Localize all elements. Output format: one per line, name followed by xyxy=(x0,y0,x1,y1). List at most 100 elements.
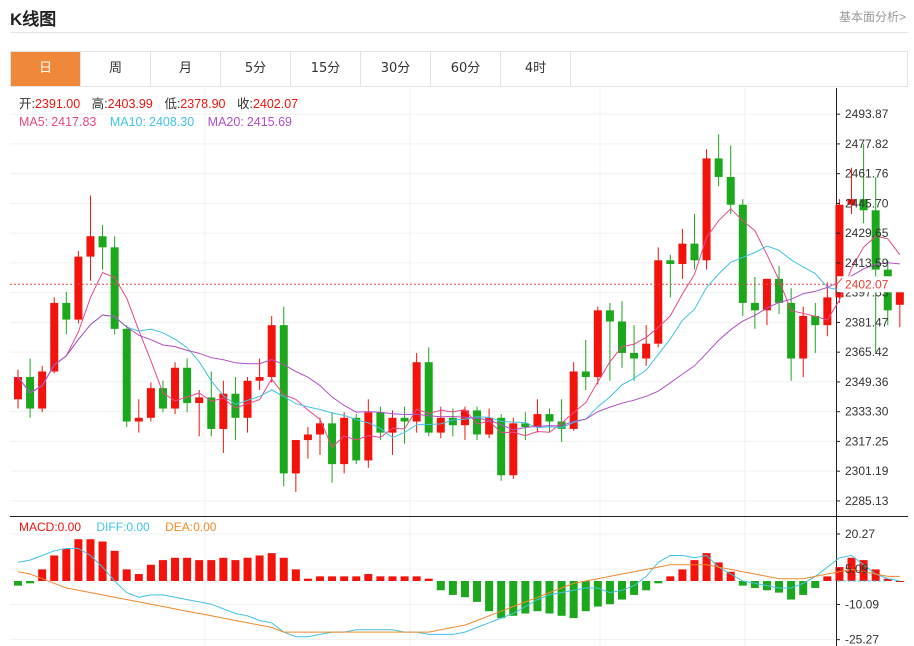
candle-body xyxy=(448,417,457,426)
kline-chart[interactable]: 2493.87 2477.82 2461.76 2445.70 2429.65 2413.… xyxy=(10,88,908,646)
tab-month[interactable]: 月 xyxy=(151,52,221,86)
candle-body xyxy=(569,371,578,429)
tab-day[interactable]: 日 xyxy=(11,52,81,86)
candle-body xyxy=(847,199,856,205)
price-tick-label: 2461.76 xyxy=(845,167,889,181)
dea-value: 0.00 xyxy=(193,520,217,534)
macd-bar xyxy=(581,581,590,612)
kline-svg: 2493.87 2477.82 2461.76 2445.70 2429.65 2413.… xyxy=(10,88,908,646)
tab-15min[interactable]: 15分 xyxy=(291,52,361,86)
candle-body xyxy=(630,352,639,359)
macd-bar xyxy=(364,574,373,581)
candle-body xyxy=(473,410,482,435)
macd-bar xyxy=(642,581,651,591)
candle-body xyxy=(219,393,228,429)
macd-bar xyxy=(726,571,735,581)
candle-body xyxy=(557,421,566,429)
candle-body xyxy=(775,278,784,303)
macd-bar xyxy=(328,576,337,581)
tab-5min[interactable]: 5分 xyxy=(221,52,291,86)
price-tick-label: 2349.36 xyxy=(845,375,889,389)
chart-grid xyxy=(10,88,908,646)
macd-bar xyxy=(883,578,892,581)
macd-bar xyxy=(460,581,469,598)
candle-body xyxy=(533,414,542,428)
macd-bar xyxy=(291,569,300,581)
candle-body xyxy=(799,315,808,359)
close-label: 收: xyxy=(237,97,253,111)
candle-body xyxy=(195,397,204,403)
candle-body xyxy=(436,417,445,433)
tab-week[interactable]: 周 xyxy=(81,52,151,86)
tab-30min[interactable]: 30分 xyxy=(361,52,431,86)
macd-bar xyxy=(521,581,530,614)
ma10-label: MA10: xyxy=(110,115,146,129)
high-value: 2403.99 xyxy=(108,97,153,111)
current-price-label: 2402.07 xyxy=(845,277,889,291)
candle-body xyxy=(738,204,747,303)
macd-bar xyxy=(340,576,349,581)
candle-body xyxy=(412,362,421,422)
macd-bar xyxy=(50,555,59,581)
open-label: 开: xyxy=(19,97,35,111)
macd-bar xyxy=(183,557,192,581)
macd-bar xyxy=(279,557,288,581)
candle-body xyxy=(593,310,602,378)
macd-bar xyxy=(545,581,554,614)
price-tick-label: 2301.19 xyxy=(845,464,889,478)
price-axis: 2493.87 2477.82 2461.76 2445.70 2429.65 2413.… xyxy=(10,107,908,508)
candle-body xyxy=(146,388,155,418)
candle-body xyxy=(714,158,723,177)
low-label: 低: xyxy=(164,97,180,111)
candle-body xyxy=(86,236,95,257)
ma20-line xyxy=(17,262,900,431)
macd-bar xyxy=(146,564,155,581)
candle-body xyxy=(690,243,699,261)
macd-bar xyxy=(871,569,880,581)
macd-bar xyxy=(654,581,663,584)
macd-bar xyxy=(412,576,421,581)
price-tick-label: 2477.82 xyxy=(845,137,889,151)
price-tick-label: 2413.59 xyxy=(845,256,889,270)
candle-body xyxy=(134,417,143,422)
candle-body xyxy=(38,371,47,409)
tab-60min[interactable]: 60分 xyxy=(431,52,501,86)
macd-bar xyxy=(255,555,264,581)
macd-bar xyxy=(473,581,482,602)
fundamental-analysis-link[interactable]: 基本面分析> xyxy=(838,10,906,24)
macd-tick-label: 5.09 xyxy=(845,562,869,576)
candle-body xyxy=(460,410,469,426)
candle-body xyxy=(316,423,324,435)
tab-4hour[interactable]: 4时 xyxy=(501,52,571,86)
macd-bar xyxy=(243,557,252,581)
candle-body xyxy=(207,397,216,429)
low-value: 2378.90 xyxy=(180,97,225,111)
macd-bar xyxy=(86,539,95,581)
candle-body xyxy=(171,367,180,409)
page-title: K线图 xyxy=(10,10,57,29)
ma5-value: 2417.83 xyxy=(51,115,96,129)
current-price-tag-bg xyxy=(837,276,908,293)
macd-bar xyxy=(219,557,228,581)
price-tick-label: 2493.87 xyxy=(845,107,889,121)
macd-tick-label: -25.27 xyxy=(845,633,879,646)
macd-info: MACD:0.00 DIFF:0.00 DEA:0.00 xyxy=(19,520,217,534)
macd-bar xyxy=(376,576,385,581)
candle-body xyxy=(666,260,675,265)
macd-tick-label: 20.27 xyxy=(845,527,875,541)
price-tick-label: 2317.25 xyxy=(845,434,889,448)
close-value: 2402.07 xyxy=(253,97,298,111)
candle-body xyxy=(871,210,880,270)
high-label: 高: xyxy=(92,96,108,111)
macd-bar xyxy=(122,569,131,581)
ma20-value: 2415.69 xyxy=(247,115,292,129)
candle-body xyxy=(400,417,409,422)
candle-body xyxy=(110,247,119,329)
candle-body xyxy=(581,371,590,378)
candle-body xyxy=(291,440,300,474)
macd-bar xyxy=(835,567,844,581)
candle-body xyxy=(787,302,796,359)
macd-bar xyxy=(110,550,119,581)
macd-bar xyxy=(171,557,180,581)
macd-bar xyxy=(316,576,324,581)
